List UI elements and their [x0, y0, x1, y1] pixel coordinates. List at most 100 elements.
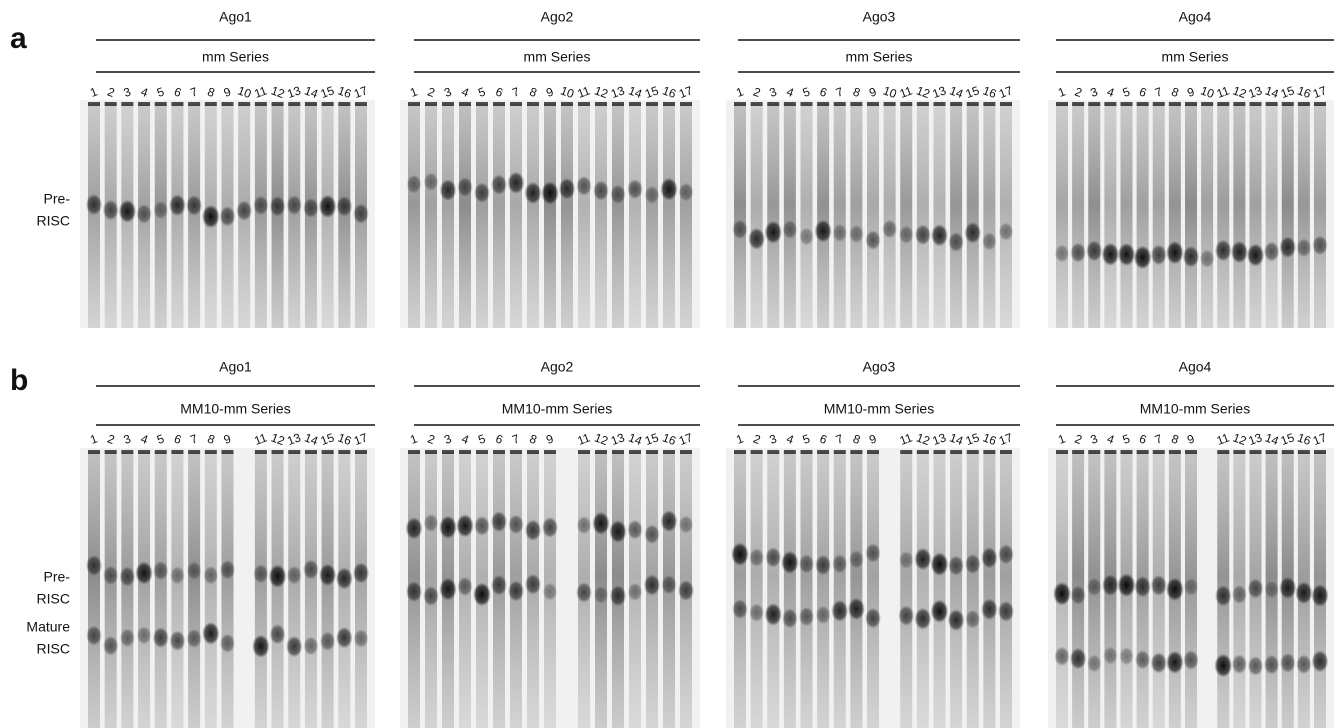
well	[1281, 450, 1294, 454]
well	[104, 102, 117, 106]
lane-number: 2	[105, 432, 116, 448]
band	[286, 565, 302, 585]
band	[1150, 574, 1167, 596]
lane-smear	[271, 452, 284, 728]
lane-number: 17	[352, 83, 370, 101]
band	[269, 195, 286, 217]
lane-number: 5	[476, 431, 487, 447]
band	[678, 515, 694, 534]
series-label: MM10-mm Series	[824, 401, 934, 417]
well	[612, 450, 624, 454]
band	[832, 223, 848, 243]
lane-number: 16	[981, 83, 999, 101]
lane-number: 9	[222, 84, 233, 100]
lane-smear	[900, 104, 913, 328]
well	[833, 450, 846, 454]
lane-number: 11	[898, 430, 915, 448]
band	[219, 206, 236, 227]
well	[900, 450, 913, 454]
lane-number: 10	[559, 83, 577, 101]
lane-smear	[288, 452, 301, 728]
lane-smear	[800, 452, 813, 728]
well	[850, 450, 863, 454]
lane-smear	[1249, 104, 1262, 328]
lane-smear	[800, 104, 813, 328]
well	[271, 450, 284, 454]
band	[318, 194, 337, 219]
lane-number: 14	[303, 83, 321, 101]
well	[459, 102, 471, 106]
band	[1231, 584, 1247, 604]
lane-number: 13	[609, 83, 627, 101]
lane-number: 2	[751, 85, 762, 101]
well	[304, 102, 317, 106]
lane-smear	[104, 452, 117, 728]
band	[1117, 573, 1136, 598]
lane-number: 7	[1153, 431, 1164, 447]
lane-number: 6	[818, 432, 829, 448]
band	[423, 585, 439, 607]
gel-title: Ago3	[863, 359, 896, 375]
band	[848, 550, 864, 569]
lane-smear	[1265, 104, 1278, 328]
well	[680, 102, 692, 106]
band	[593, 180, 609, 201]
band	[542, 582, 558, 601]
band	[253, 195, 269, 216]
band-label: RISC	[37, 213, 70, 229]
band	[153, 560, 169, 581]
well	[271, 102, 284, 106]
lane-smear	[750, 104, 763, 328]
well	[783, 450, 796, 454]
band	[592, 511, 610, 535]
lane-number: 14	[1263, 430, 1281, 448]
band	[930, 224, 949, 247]
series-label: mm Series	[846, 49, 913, 65]
lane-number: 7	[1153, 84, 1164, 100]
band	[782, 608, 798, 629]
band	[285, 635, 303, 658]
lane-smear	[767, 452, 780, 728]
lane-number: 2	[1073, 85, 1084, 101]
band	[593, 585, 609, 604]
band	[898, 605, 915, 627]
band	[831, 599, 849, 622]
well	[121, 450, 134, 454]
lane-smear	[254, 452, 267, 728]
lane-number: 17	[677, 83, 695, 101]
well	[1217, 450, 1230, 454]
lane-number: 6	[494, 432, 505, 448]
lane-smear	[833, 104, 846, 328]
band	[136, 626, 152, 645]
well	[171, 102, 184, 106]
lane-smear	[459, 104, 471, 328]
well	[493, 450, 505, 454]
lane-number: 12	[269, 83, 287, 101]
lane-number: 12	[593, 430, 611, 448]
band	[1117, 242, 1136, 267]
lane-number: 8	[528, 432, 539, 448]
lane-smear	[916, 452, 929, 728]
well	[1072, 102, 1085, 106]
well	[900, 102, 913, 106]
series-label: mm Series	[524, 49, 591, 65]
well	[527, 450, 539, 454]
lane-number: 12	[593, 83, 611, 101]
well	[783, 102, 796, 106]
band	[85, 193, 103, 216]
well	[1104, 102, 1117, 106]
lane-number: 13	[931, 430, 949, 448]
lane-number: 10	[1199, 83, 1217, 101]
lane-number: 6	[494, 85, 505, 101]
band	[1101, 574, 1119, 597]
well	[833, 102, 846, 106]
band	[457, 177, 473, 198]
well	[734, 102, 746, 106]
well	[442, 450, 454, 454]
well	[817, 450, 830, 454]
lane-number: 4	[460, 432, 471, 448]
band	[103, 565, 119, 586]
panel-label: b	[10, 364, 28, 397]
band	[782, 220, 798, 240]
well	[408, 450, 420, 454]
